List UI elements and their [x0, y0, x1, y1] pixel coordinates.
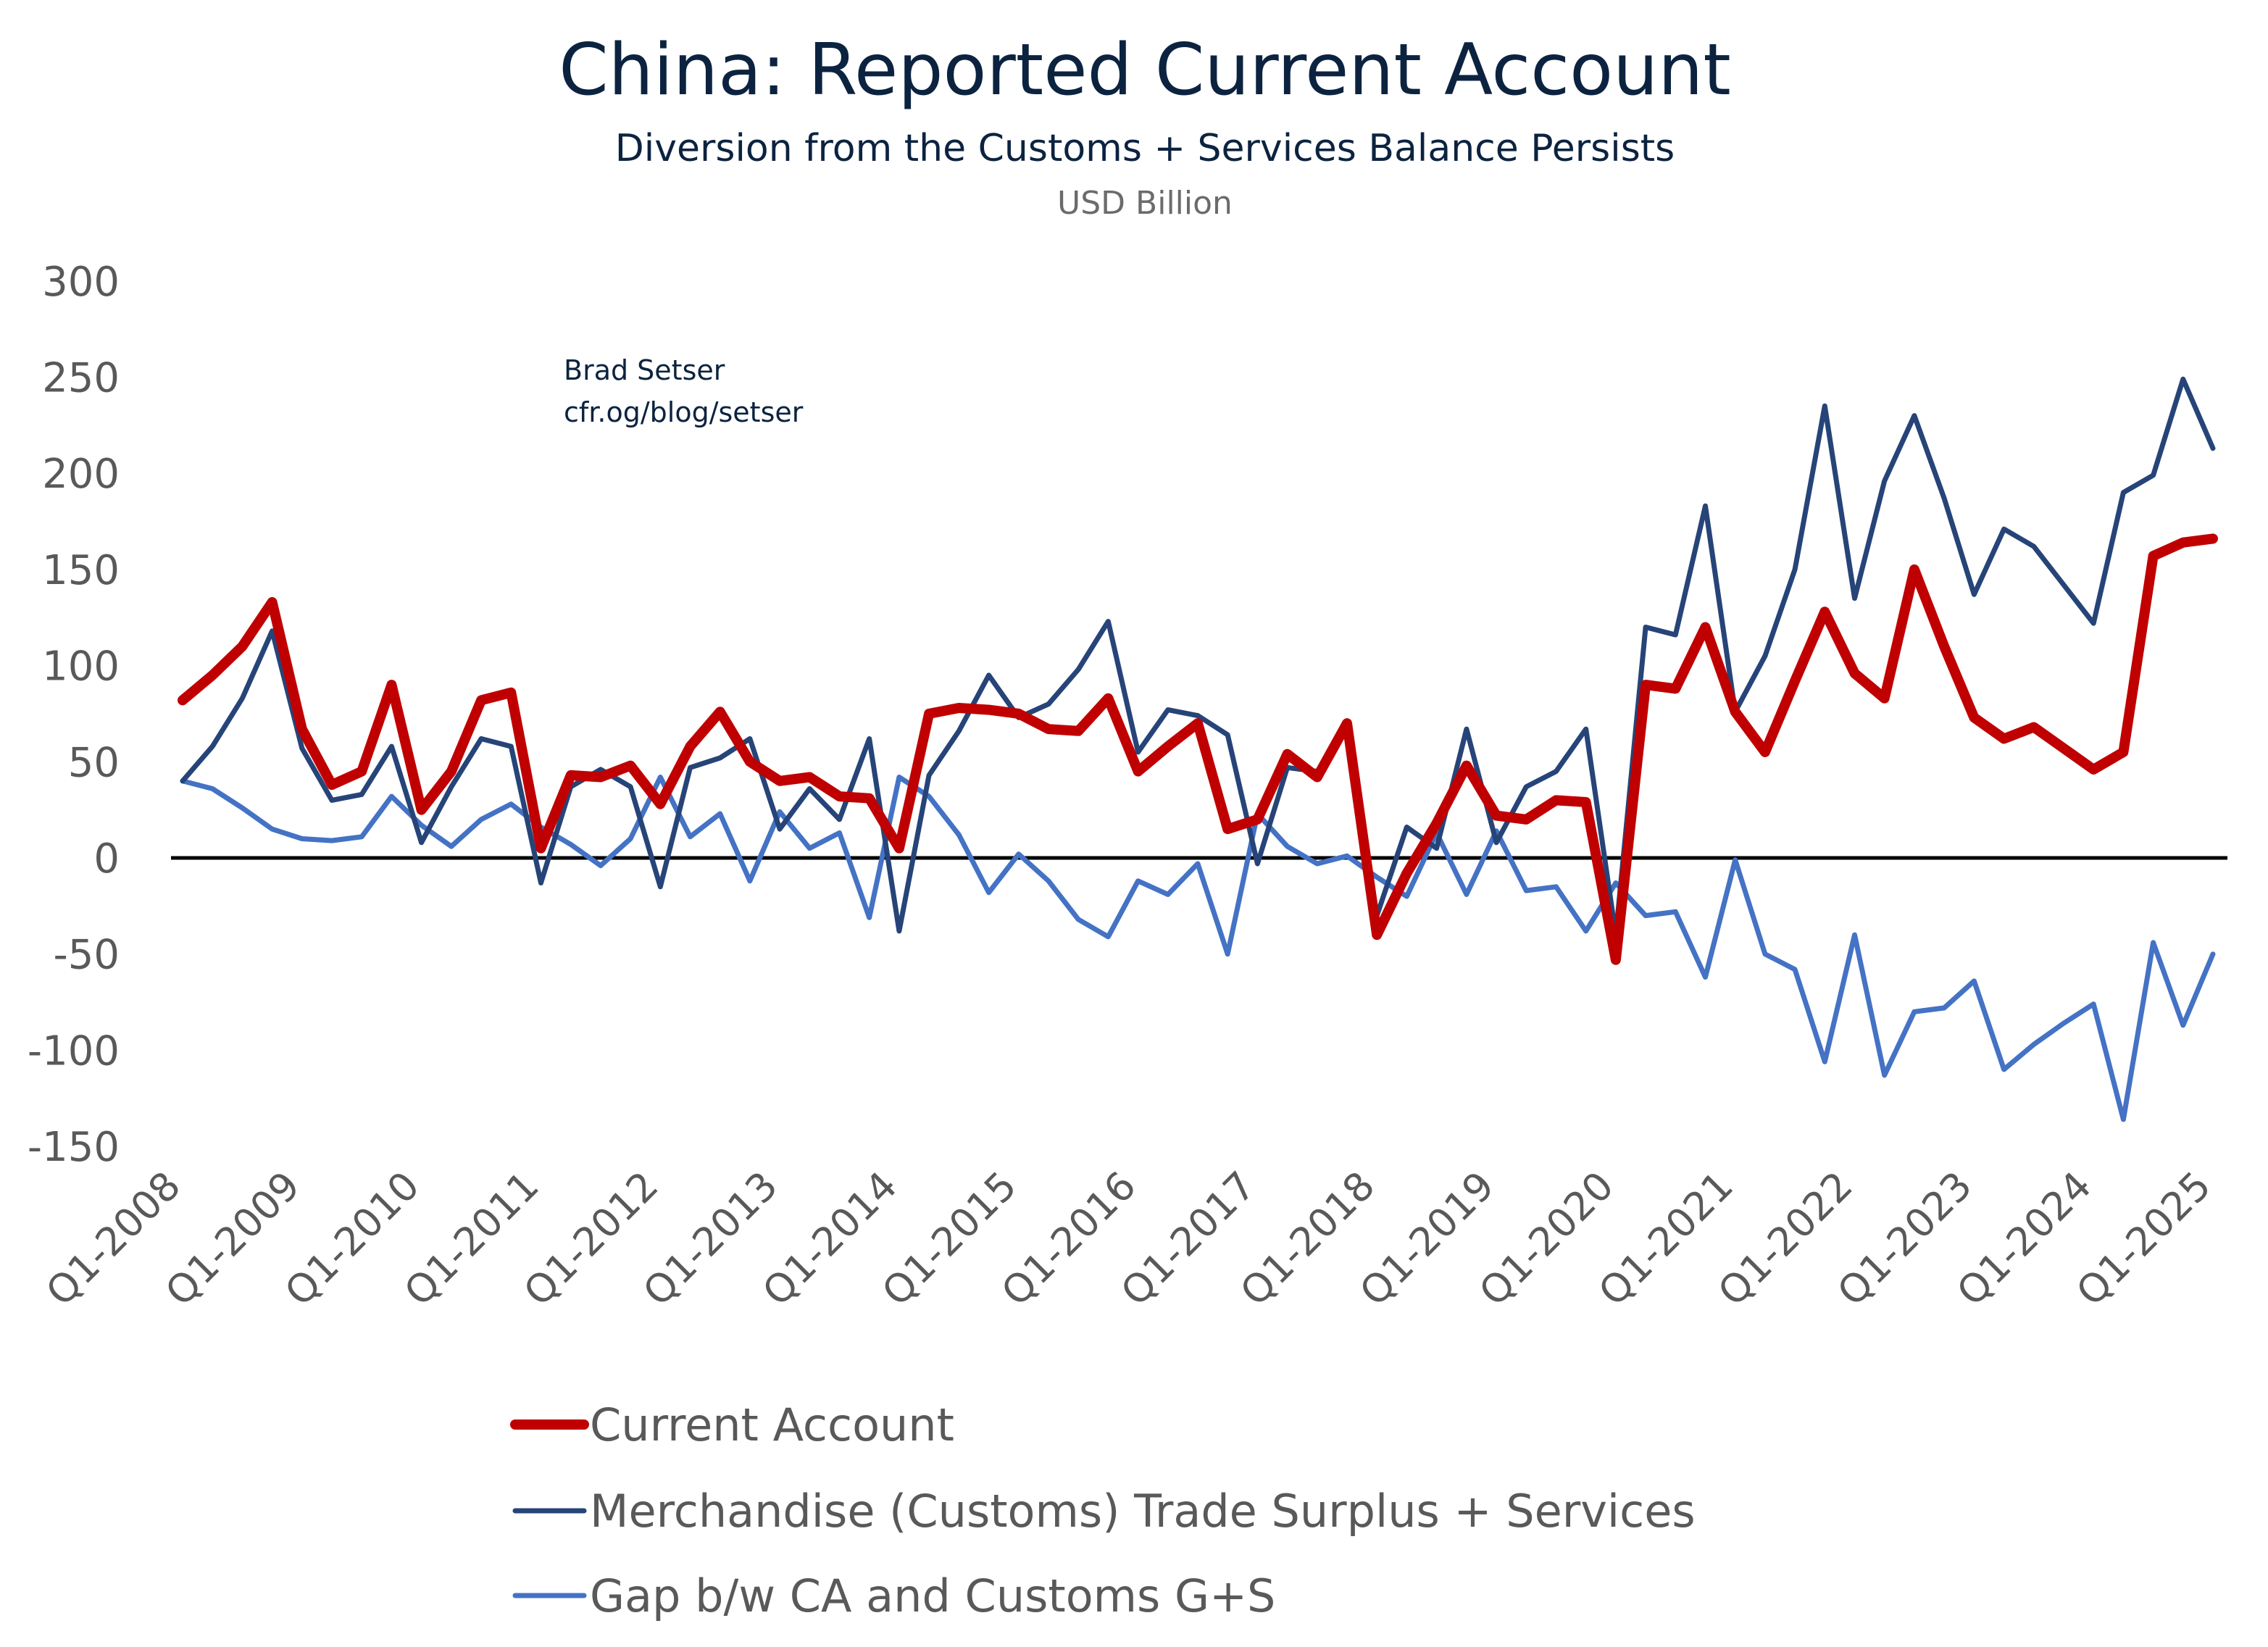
x-axis: Q1-2008Q1-2009Q1-2010Q1-2011Q1-2012Q1-20… [37, 1163, 2219, 1315]
series-lines [178, 376, 2218, 1122]
legend-label: Current Account [590, 1398, 954, 1451]
y-tick-label: 0 [93, 835, 120, 883]
y-tick-label: -100 [28, 1027, 120, 1075]
y-tick-label: -50 [54, 932, 120, 979]
blog-annotation: cfr.og/blog/setser [564, 396, 804, 428]
author-annotation: Brad Setser [564, 354, 725, 386]
legend-label: Merchandise (Customs) Trade Surplus + Se… [590, 1485, 1696, 1538]
y-tick-label: 100 [42, 643, 120, 691]
y-tick-label: 250 [42, 355, 120, 402]
y-tick-label: 300 [42, 259, 120, 306]
series-line-2 [180, 775, 2216, 1122]
y-tick-label: 50 [68, 739, 120, 786]
legend-label: Gap b/w CA and Customs G+S [590, 1569, 1275, 1622]
y-tick-label: -150 [28, 1124, 120, 1171]
chart-subtitle: Diversion from the Customs + Services Ba… [615, 127, 1675, 170]
series-line-0 [178, 533, 2218, 965]
y-tick-label: 200 [42, 451, 120, 498]
legend: Current Account Merchandise (Customs) Tra… [510, 1398, 1696, 1622]
chart-title: China: Reported Current Account [559, 29, 1731, 112]
y-units-label: USD Billion [1057, 185, 1233, 222]
y-tick-label: 150 [42, 547, 120, 594]
y-axis: 300 250 200 150 100 50 0 -50 -100 -150 [28, 259, 120, 1171]
series-line-1 [180, 376, 2216, 938]
